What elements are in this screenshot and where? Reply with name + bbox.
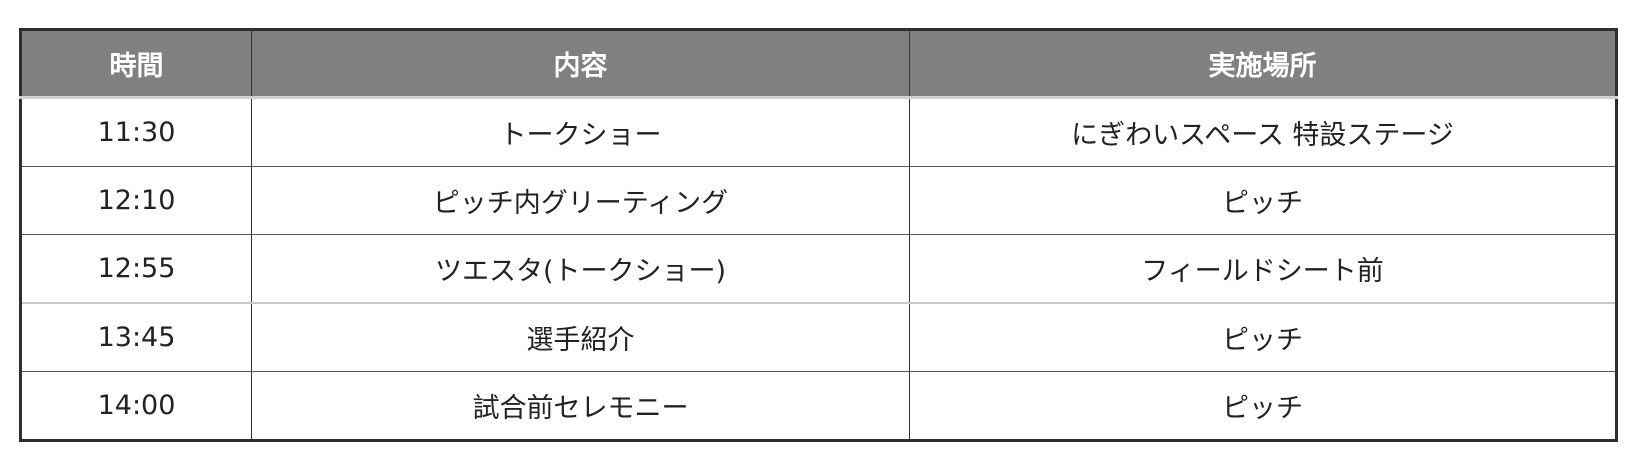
table-row: 14:00 試合前セレモニー ピッチ <box>20 371 1617 441</box>
content-cell: 選手紹介 <box>251 302 910 372</box>
header-time: 時間 <box>20 29 252 99</box>
time-cell: 12:55 <box>20 234 252 303</box>
content-cell: ピッチ内グリーティング <box>251 166 910 235</box>
header-content: 内容 <box>251 29 910 99</box>
header-row: 時間 内容 実施場所 <box>20 29 1617 99</box>
venue-cell: ピッチ <box>909 371 1617 441</box>
content-cell: ツエスタ(トークショー) <box>251 234 910 303</box>
content-cell: 試合前セレモニー <box>251 371 910 441</box>
time-cell: 12:10 <box>20 166 252 235</box>
table-row: 12:10 ピッチ内グリーティング ピッチ <box>20 166 1617 235</box>
table-row: 11:30 トークショー にぎわいスペース 特設ステージ <box>20 97 1617 167</box>
venue-cell: ピッチ <box>909 166 1617 235</box>
header-venue: 実施場所 <box>909 29 1617 99</box>
venue-cell: ピッチ <box>909 302 1617 372</box>
time-cell: 13:45 <box>20 302 252 372</box>
table-row: 12:55 ツエスタ(トークショー) フィールドシート前 <box>20 234 1617 303</box>
venue-cell: フィールドシート前 <box>909 234 1617 303</box>
time-cell: 14:00 <box>20 371 252 441</box>
venue-cell: にぎわいスペース 特設ステージ <box>909 97 1617 167</box>
time-cell: 11:30 <box>20 97 252 167</box>
table-row: 13:45 選手紹介 ピッチ <box>20 302 1617 372</box>
schedule-table: 時間 内容 実施場所 11:30 トークショー にぎわいスペース 特設ステージ 12:… <box>19 28 1618 442</box>
content-cell: トークショー <box>251 97 910 167</box>
